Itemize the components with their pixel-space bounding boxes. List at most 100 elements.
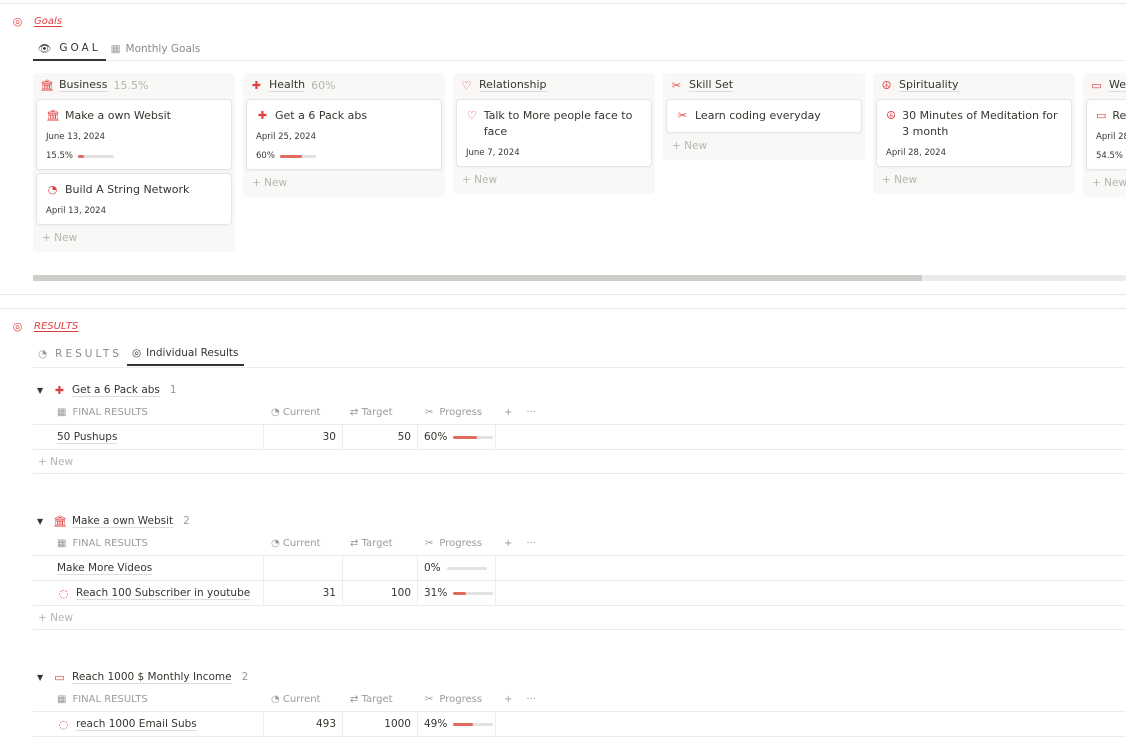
target-icon: ◎	[12, 15, 23, 28]
add-property-icon[interactable]: +	[504, 693, 513, 705]
add-property-icon[interactable]: +	[504, 406, 513, 418]
target-cell[interactable]: 1000	[342, 712, 417, 736]
group-header[interactable]: ▼ 🏛 Make a own Websit 2	[33, 511, 1126, 531]
target-cell[interactable]: 100	[342, 581, 417, 605]
current-cell[interactable]	[263, 556, 342, 580]
divider	[0, 294, 1126, 295]
table-row[interactable]: ◌ Reach 100 Subscriber in youtube 31 100 …	[33, 581, 1126, 606]
column-name: Skill Set	[689, 78, 734, 92]
group-header[interactable]: ▼ ✚ Get a 6 Pack abs 1	[33, 380, 1126, 400]
goal-card[interactable]: ♡ Talk to More people face to face June 7…	[456, 99, 652, 167]
progress-label: 0%	[424, 562, 441, 574]
medkit-icon: ✚	[251, 78, 262, 92]
column-header[interactable]: ✚ Health 60%	[246, 77, 442, 93]
current-cell[interactable]: 31	[263, 581, 342, 605]
group-header[interactable]: ▼ ▭ Reach 1000 $ Monthly Income 2	[33, 667, 1126, 687]
progress-bar	[453, 722, 494, 726]
col-current[interactable]: ◔ Current	[263, 687, 342, 711]
progress-cell: 0%	[417, 556, 496, 580]
new-card-button[interactable]: + New	[252, 177, 288, 189]
results-title-link[interactable]: RESULTS	[34, 321, 79, 332]
progress-bar	[453, 435, 494, 439]
goals-title-link[interactable]: Goals	[34, 16, 62, 27]
goal-card[interactable]: ✚ Get a 6 Pack abs April 25, 2024 60%	[246, 99, 442, 170]
goal-card[interactable]: ✂ Learn coding everyday	[666, 99, 862, 133]
results-section-title: ◎ RESULTS	[11, 320, 79, 333]
col-progress[interactable]: ✂ Progress	[417, 400, 496, 424]
table-row[interactable]: ◌ reach 1000 Email Subs 493 1000 49%	[33, 712, 1126, 737]
more-options-icon[interactable]: ···	[526, 406, 536, 418]
target-cell[interactable]: 50	[342, 425, 417, 449]
add-property-icon[interactable]: +	[504, 537, 513, 549]
money-icon: ▭	[1096, 109, 1107, 122]
col-target[interactable]: ⇄ Target	[342, 400, 417, 424]
column-header[interactable]: ▭ Wealth	[1086, 77, 1126, 93]
target-cell[interactable]	[342, 556, 417, 580]
progress-label: 31%	[424, 587, 448, 599]
column-header[interactable]: ☮ Spirituality	[876, 77, 1072, 93]
col-current[interactable]: ◔ Current	[263, 400, 342, 424]
current-cell[interactable]: 493	[263, 712, 342, 736]
new-card-button[interactable]: + New	[462, 174, 498, 186]
card-title: Get a 6 Pack abs	[275, 109, 368, 122]
card-title: Learn coding everyday	[695, 109, 821, 122]
col-progress[interactable]: ✂ Progress	[417, 531, 496, 555]
col-final-results[interactable]: ▦ FINAL RESULTS	[33, 687, 263, 711]
collapse-triangle-icon[interactable]: ▼	[37, 672, 44, 682]
row-name[interactable]: Make More Videos	[57, 561, 153, 575]
col-final-results[interactable]: ▦ FINAL RESULTS	[33, 531, 263, 555]
refresh-icon: ⇄	[350, 537, 359, 549]
group-name: Get a 6 Pack abs	[72, 383, 160, 397]
column-header[interactable]: ✂ Skill Set	[666, 77, 862, 93]
tab-goal[interactable]: 👁 GOAL	[33, 37, 106, 61]
tab-results[interactable]: ◔ RESULTS	[33, 342, 127, 366]
tab-monthly-goals[interactable]: ▦ Monthly Goals	[106, 37, 206, 61]
collapse-triangle-icon[interactable]: ▼	[37, 516, 44, 526]
new-card-button[interactable]: + New	[42, 232, 78, 244]
more-options-icon[interactable]: ···	[526, 537, 536, 549]
progress-cell: 31%	[417, 581, 496, 605]
card-title: Reach 1000 $ Monthly Income	[1112, 109, 1126, 122]
tab-individual-results[interactable]: ◎ Individual Results	[126, 342, 244, 366]
goal-card[interactable]: ☮ 30 Minutes of Meditation for 3 month Ap…	[876, 99, 1072, 167]
new-label: New	[894, 174, 918, 186]
col-target[interactable]: ⇄ Target	[342, 687, 417, 711]
new-card-button[interactable]: + New	[882, 174, 918, 186]
new-row-button[interactable]: + New	[33, 450, 1126, 474]
card-title: Talk to More people face to face	[483, 109, 633, 138]
column-name: Business	[59, 78, 108, 92]
scrollbar-thumb[interactable]	[33, 275, 922, 281]
board-horizontal-scrollbar[interactable]	[33, 275, 1126, 281]
col-final-results[interactable]: ▦ FINAL RESULTS	[33, 400, 263, 424]
top-divider	[0, 3, 1126, 4]
more-options-icon[interactable]: ···	[526, 693, 536, 705]
board-column-wealth: ▭ Wealth ▭ Reach 1000 $ Monthly Income Apr…	[1083, 73, 1126, 197]
new-card-button[interactable]: + New	[1092, 177, 1126, 189]
goal-card[interactable]: ▭ Reach 1000 $ Monthly Income April 28 54…	[1086, 99, 1126, 170]
col-target[interactable]: ⇄ Target	[342, 531, 417, 555]
progress-bar	[78, 154, 115, 158]
current-cell[interactable]: 30	[263, 425, 342, 449]
goal-card[interactable]: ◔ Build A String Network April 13, 2024	[36, 173, 232, 225]
table-row[interactable]: Make More Videos 0%	[33, 556, 1126, 581]
progress-cell: 49%	[417, 712, 496, 736]
column-name: Health	[269, 78, 306, 92]
col-progress[interactable]: ✂ Progress	[417, 687, 496, 711]
row-name[interactable]: 50 Pushups	[57, 430, 118, 444]
tab-label: Monthly Goals	[125, 43, 201, 55]
column-header[interactable]: 🏛 Business 15.5%	[36, 77, 232, 93]
new-label: New	[474, 174, 498, 186]
heart-icon: ♡	[466, 109, 477, 122]
column-header[interactable]: ♡ Relationship	[456, 77, 652, 93]
row-name[interactable]: reach 1000 Email Subs	[76, 717, 197, 731]
new-card-button[interactable]: + New	[672, 140, 708, 152]
row-name[interactable]: Reach 100 Subscriber in youtube	[76, 586, 251, 600]
board-column-skill-set: ✂ Skill Set ✂ Learn coding everyday + New	[663, 73, 865, 160]
goal-card[interactable]: 🏛 Make a own Websit June 13, 2024 15.5%	[36, 99, 232, 170]
target-icon: ◎	[12, 320, 23, 333]
board-column-relationship: ♡ Relationship ♡ Talk to More people face …	[453, 73, 655, 194]
collapse-triangle-icon[interactable]: ▼	[37, 385, 44, 395]
table-row[interactable]: 50 Pushups 30 50 60%	[33, 425, 1126, 450]
col-current[interactable]: ◔ Current	[263, 531, 342, 555]
new-row-button[interactable]: + New	[33, 606, 1126, 630]
